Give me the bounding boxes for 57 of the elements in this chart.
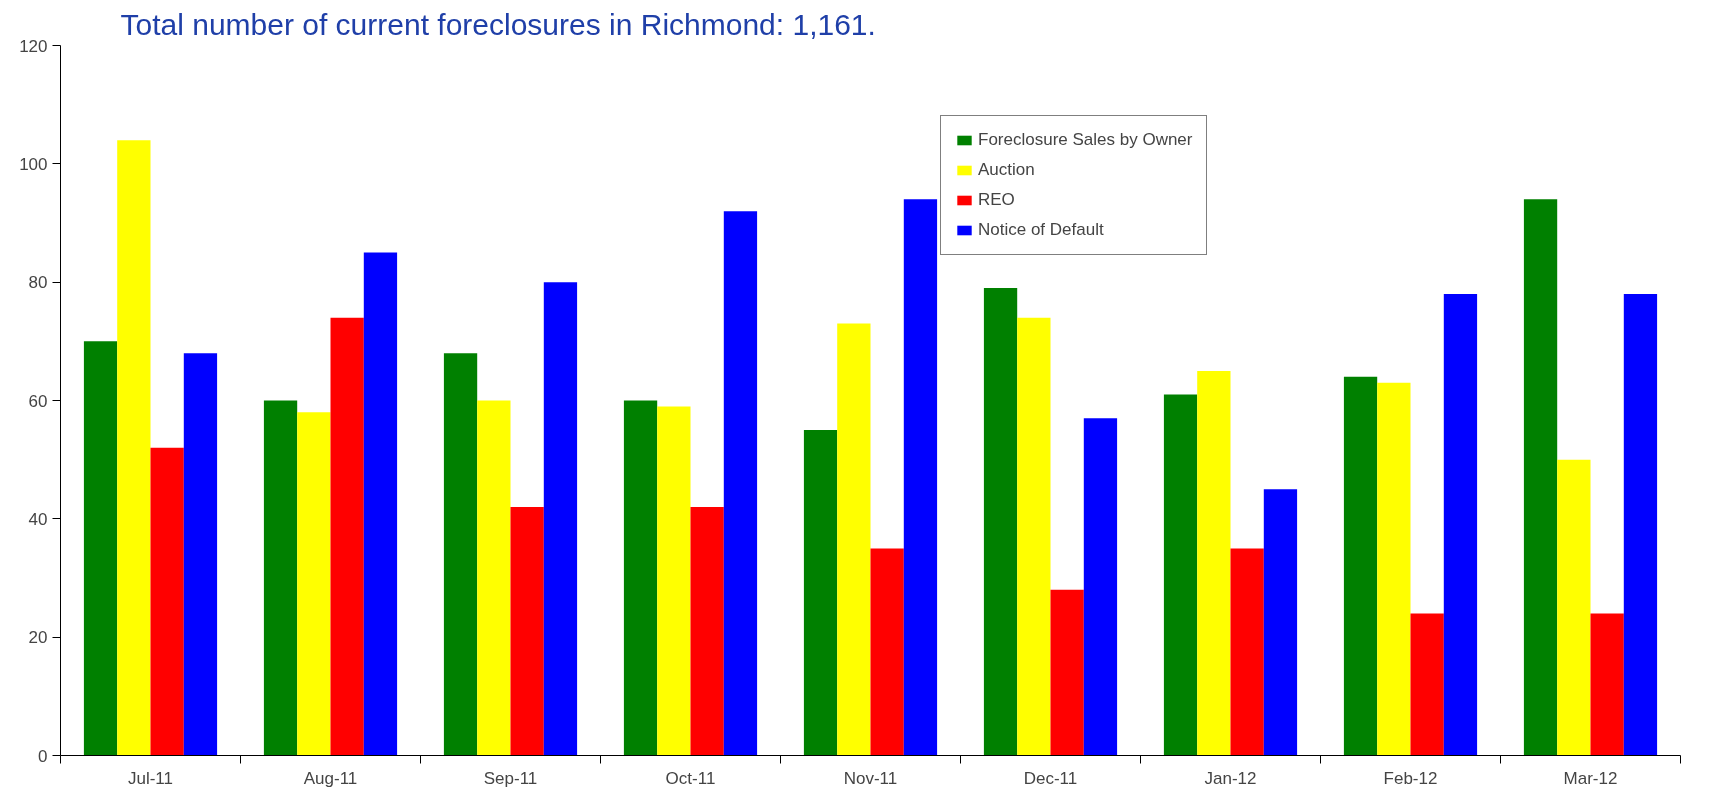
x-tick-label: Feb-12 xyxy=(1383,768,1438,788)
bar xyxy=(330,317,364,756)
bar xyxy=(837,323,871,756)
bar xyxy=(363,252,398,756)
bar xyxy=(1230,548,1264,756)
x-tick-label: Sep-11 xyxy=(483,768,538,788)
legend-label: Auction xyxy=(978,160,1035,180)
bar xyxy=(870,548,904,756)
legend-label: Foreclosure Sales by Owner xyxy=(978,130,1193,150)
legend-label: Notice of Default xyxy=(978,220,1104,240)
bar xyxy=(803,430,838,756)
x-tick-label: Oct-11 xyxy=(665,768,716,788)
bar xyxy=(983,288,1018,756)
legend-label: REO xyxy=(978,190,1015,210)
x-tick-label: Mar-12 xyxy=(1563,768,1618,788)
bar xyxy=(1017,317,1051,756)
bar xyxy=(657,406,691,756)
bar xyxy=(1557,459,1591,756)
y-tick-label: 100 xyxy=(19,154,48,174)
y-tick-label: 60 xyxy=(28,391,48,411)
x-tick-label: Nov-11 xyxy=(843,768,898,788)
bar xyxy=(623,400,658,756)
bar xyxy=(543,282,578,756)
y-tick-label: 40 xyxy=(28,509,48,529)
bar xyxy=(1050,589,1084,756)
bar xyxy=(263,400,298,756)
bar xyxy=(1410,613,1444,756)
bar xyxy=(1163,394,1198,756)
bar xyxy=(297,412,331,756)
bar xyxy=(183,353,218,756)
bar xyxy=(117,140,151,756)
bar xyxy=(1083,418,1118,756)
bar xyxy=(1377,382,1411,756)
bar xyxy=(510,507,544,756)
bar xyxy=(83,341,118,756)
bar xyxy=(443,353,478,756)
x-tick-label: Dec-11 xyxy=(1023,768,1078,788)
bar xyxy=(150,447,184,756)
bar xyxy=(1523,199,1558,756)
bar xyxy=(1623,294,1658,756)
bar xyxy=(1263,489,1298,756)
bar xyxy=(1443,294,1478,756)
bar xyxy=(903,199,938,756)
y-tick-label: 80 xyxy=(28,273,48,293)
bar xyxy=(477,400,511,756)
y-tick-label: 120 xyxy=(19,36,48,56)
bar xyxy=(1197,370,1231,756)
y-tick-label: 20 xyxy=(28,628,48,648)
y-tick-label: 0 xyxy=(38,746,48,766)
bar xyxy=(1590,613,1624,756)
bar xyxy=(690,507,724,756)
chart-title: Total number of current foreclosures in Richmond: 1,161. xyxy=(120,7,876,41)
bar xyxy=(1343,376,1378,756)
x-tick-label: Jan-12 xyxy=(1204,768,1257,788)
x-tick-label: Jul-11 xyxy=(127,768,174,788)
x-tick-label: Aug-11 xyxy=(303,768,358,788)
bar xyxy=(723,211,758,756)
